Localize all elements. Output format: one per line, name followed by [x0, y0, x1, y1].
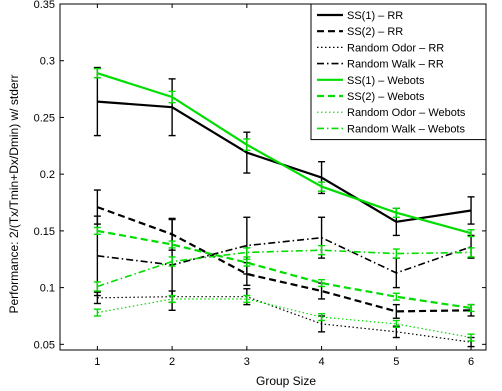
- plot-frame: [59, 3, 487, 351]
- y-tick-label: 0.3: [40, 56, 55, 68]
- series-line: [97, 236, 472, 274]
- series-2: [93, 189, 475, 319]
- legend-entry: SS(1) – RR: [347, 10, 403, 22]
- series-3: [93, 288, 475, 348]
- x-tick-label: 4: [319, 356, 325, 368]
- legend-entry: Random Odor – RR: [347, 42, 444, 54]
- x-tick-label: 2: [169, 356, 175, 368]
- x-tick-label: 5: [393, 356, 399, 368]
- series-line: [97, 229, 472, 310]
- legend-entry: SS(2) – Webots: [347, 91, 425, 103]
- y-tick-label: 0.35: [34, 0, 55, 11]
- series-7: [93, 294, 475, 342]
- y-tick-label: 0.05: [34, 339, 55, 351]
- series-4: [93, 215, 475, 311]
- series-6: [93, 226, 475, 313]
- legend-entry: SS(2) – RR: [347, 26, 403, 38]
- x-axis-label: Group Size: [256, 374, 316, 388]
- series-line: [97, 72, 472, 235]
- series-layer: [93, 66, 475, 348]
- y-tick-label: 0.2: [40, 169, 55, 181]
- x-tick-label: 3: [244, 356, 250, 368]
- series-line: [97, 206, 472, 313]
- x-tick-label: 1: [94, 356, 100, 368]
- series-line: [97, 296, 472, 343]
- series-line: [97, 298, 472, 339]
- legend-entry: SS(1) – Webots: [347, 75, 425, 87]
- legend-entry: Random Walk – Webots: [347, 123, 465, 135]
- series-line: [97, 249, 472, 288]
- y-axis-label: Performance: 2/(Tx/Tmin+Dx/Dmin) w/ stde…: [7, 74, 21, 313]
- legend: SS(1) – RR SS(2) – RR Random Odor – RR Rand…: [310, 3, 487, 141]
- axis-ticks: 1 2 3 4 5 6 0.05 0.1 0.15 0.2 0.25 0.3 0.35: [34, 0, 486, 368]
- y-tick-label: 0.25: [34, 112, 55, 124]
- legend-entry: Random Walk – RR: [347, 59, 444, 71]
- legend-box: [310, 3, 487, 141]
- y-tick-label: 0.1: [40, 283, 55, 295]
- series-5: [93, 67, 475, 238]
- legend-entry: Random Odor – Webots: [347, 107, 466, 119]
- x-tick-label: 6: [468, 356, 474, 368]
- plot-area: [59, 3, 487, 351]
- y-tick-label: 0.15: [34, 226, 55, 238]
- series-8: [93, 244, 475, 292]
